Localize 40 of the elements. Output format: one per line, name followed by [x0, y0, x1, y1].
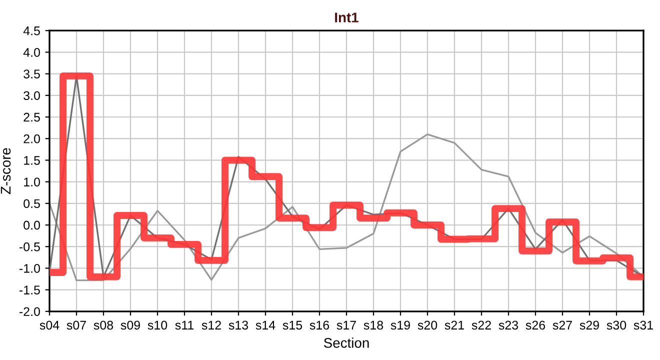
x-tick-label: s19 — [390, 320, 410, 330]
x-tick-label: s04 — [40, 320, 60, 330]
y-axis-title: Z-score — [0, 148, 11, 194]
x-axis-title: Section — [324, 338, 369, 348]
y-tick-label: 3.0 — [24, 91, 40, 100]
y-tick-label: 4.5 — [23, 26, 40, 36]
x-tick-label: s29 — [580, 320, 599, 330]
x-tick-label: s23 — [498, 320, 518, 330]
x-tick-label: s15 — [282, 320, 302, 330]
x-tick-label: s08 — [94, 320, 114, 330]
x-tick-label: s22 — [472, 320, 491, 330]
y-tick-label: 2.5 — [24, 112, 40, 122]
x-tick-label: s16 — [310, 320, 330, 330]
y-tick-label: -1.0 — [19, 264, 40, 273]
x-tick-label: s27 — [552, 320, 572, 330]
y-tick-label: 3.5 — [24, 70, 40, 78]
y-tick-label: -1.5 — [19, 286, 40, 294]
y-tick-label: 4.0 — [23, 48, 40, 57]
y-tick-label: -2.0 — [19, 307, 40, 316]
y-tick-label: 0.5 — [24, 199, 40, 208]
x-tick-label: s26 — [526, 320, 546, 330]
x-tick-label: s14 — [256, 320, 276, 330]
y-tick-label: 1.0 — [24, 178, 40, 186]
y-tick-label: 2.0 — [24, 134, 40, 144]
x-tick-label: s21 — [444, 320, 464, 330]
x-tick-label: s10 — [148, 320, 168, 330]
x-tick-label: s09 — [120, 320, 140, 330]
x-tick-label: s31 — [634, 320, 653, 330]
x-tick-label: s18 — [364, 320, 384, 330]
chart-title: Int1 — [335, 12, 358, 22]
y-tick-label: 1.5 — [24, 156, 40, 165]
x-tick-label: s11 — [175, 320, 194, 330]
x-tick-label: s12 — [202, 320, 221, 330]
y-tick-label: 0.0 — [24, 220, 40, 230]
x-tick-label: s17 — [336, 320, 356, 330]
y-tick-label: -0.5 — [19, 242, 40, 252]
x-tick-label: s20 — [418, 320, 438, 330]
x-tick-label: s13 — [228, 320, 248, 330]
x-tick-label: s30 — [606, 320, 626, 330]
x-tick-label: s07 — [66, 320, 86, 330]
